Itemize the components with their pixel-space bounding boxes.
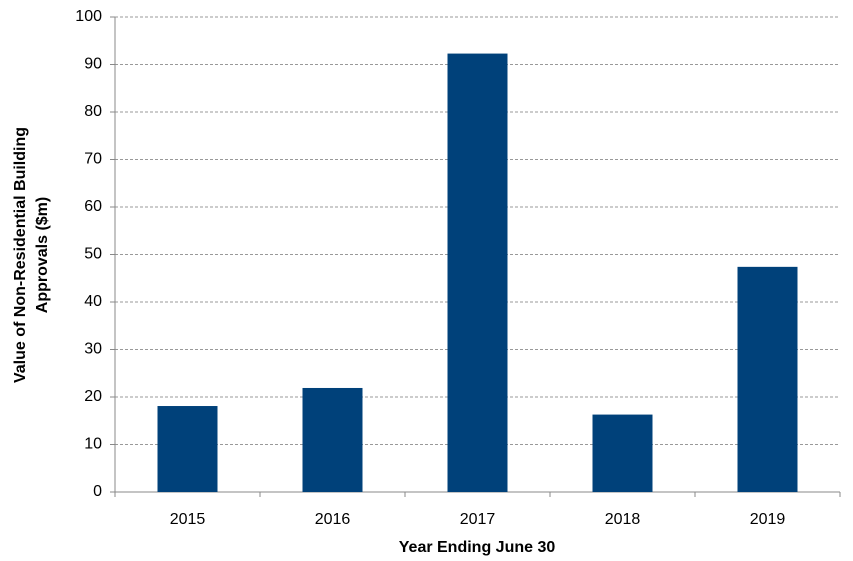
y-axis-title: Approvals ($m) (34, 197, 51, 313)
y-tick-label: 10 (84, 436, 102, 453)
y-tick-label: 100 (75, 8, 102, 25)
y-tick-label: 60 (84, 198, 102, 215)
bar (592, 414, 653, 492)
x-tick-label: 2015 (170, 511, 206, 528)
bar (157, 406, 218, 492)
y-tick-label: 70 (84, 151, 102, 168)
x-tick-label: 2018 (605, 511, 641, 528)
x-tick-label: 2016 (315, 511, 351, 528)
bar (447, 53, 508, 492)
x-axis-title: Year Ending June 30 (399, 539, 556, 556)
y-tick-label: 40 (84, 293, 102, 310)
bar (737, 266, 798, 492)
y-tick-label: 80 (84, 103, 102, 120)
x-tick-label: 2017 (460, 511, 496, 528)
y-axis-title: Value of Non-Residential Building (12, 127, 29, 383)
bar (302, 387, 363, 492)
y-tick-label: 20 (84, 388, 102, 405)
y-tick-label: 0 (93, 483, 102, 500)
y-tick-label: 50 (84, 246, 102, 263)
y-tick-label: 30 (84, 341, 102, 358)
y-tick-label: 90 (84, 56, 102, 73)
x-tick-label: 2019 (750, 511, 786, 528)
